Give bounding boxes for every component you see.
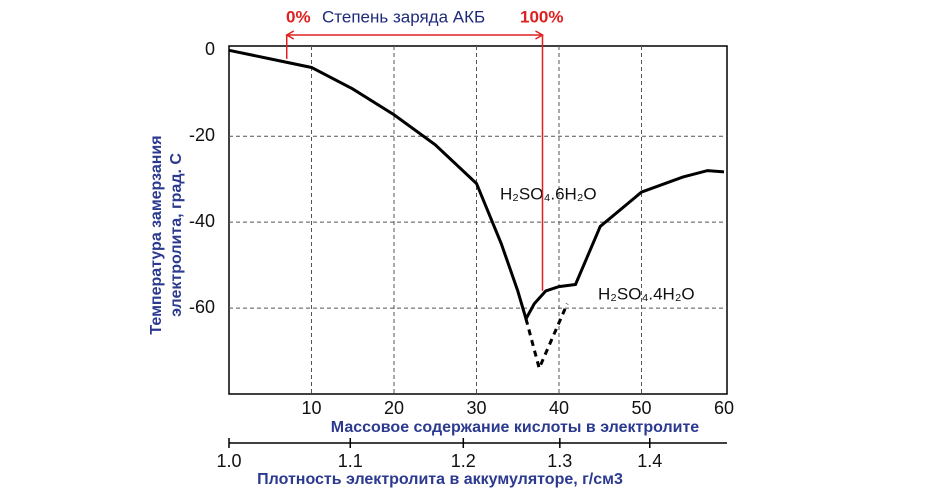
series-label: H₂SO₄.6H₂O (500, 184, 597, 203)
annotation-text: Степень заряда АКБ (322, 7, 485, 26)
x2-tick-label: 1.1 (338, 451, 363, 471)
x2-tick-label: 1.3 (547, 451, 572, 471)
x2-tick-label: 1.0 (216, 451, 241, 471)
annotation-start: 0% (286, 7, 311, 26)
x-tick-label: 60 (714, 398, 734, 418)
y-tick-label: -60 (189, 297, 215, 317)
y-axis-title: электролита, град. С (168, 153, 185, 317)
y-tick-label: -20 (189, 125, 215, 145)
arrow (535, 30, 545, 40)
x2-axis-title: Плотность электролита в аккумуляторе, г/… (257, 471, 623, 488)
x-tick-label: 20 (384, 398, 404, 418)
arrow (285, 30, 295, 40)
x-tick-label: 50 (631, 398, 651, 418)
y-tick-label: -40 (189, 211, 215, 231)
series-label: H₂SO₄.4H₂O (598, 284, 695, 303)
y-axis-title: Температура замерзания (148, 135, 165, 334)
x-tick-label: 30 (466, 398, 486, 418)
x2-tick-label: 1.4 (637, 451, 662, 471)
x2-tick-label: 1.2 (451, 451, 476, 471)
line (524, 303, 569, 373)
y-tick-label: 0 (205, 39, 215, 59)
annotation-end: 100% (520, 7, 563, 26)
x-tick-label: 10 (301, 398, 321, 418)
x-axis-title: Массовое содержание кислоты в электролит… (331, 419, 700, 436)
x-tick-label: 40 (549, 398, 569, 418)
plot-frame (228, 45, 728, 395)
